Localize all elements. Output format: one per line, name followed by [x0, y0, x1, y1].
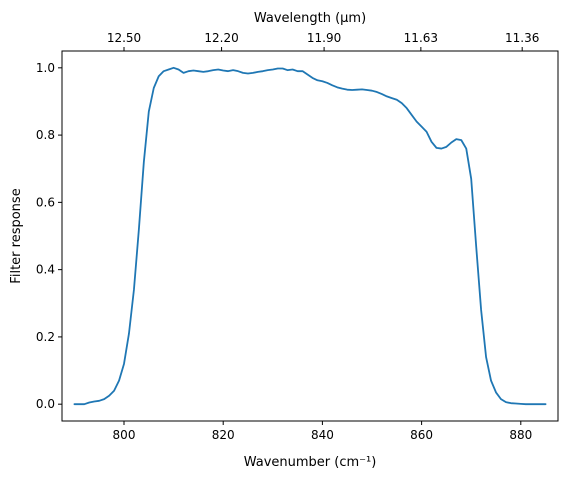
top-x-tick-label: 11.63	[404, 31, 438, 45]
top-x-tick-label: 12.20	[204, 31, 238, 45]
top-axis-label: Wavelength (μm)	[254, 11, 366, 26]
y-tick-label: 0.8	[36, 128, 55, 142]
top-x-tick-label: 11.90	[307, 31, 341, 45]
series-line-0	[73, 66, 547, 406]
x-tick-label: 880	[509, 428, 532, 442]
y-tick-label: 0.2	[36, 330, 55, 344]
y-axis-label: Filter response	[9, 188, 24, 283]
y-tick-label: 0.6	[36, 195, 55, 209]
y-tick-label: 1.0	[36, 61, 55, 75]
x-tick-label: 820	[212, 428, 235, 442]
top-x-tick-label: 12.50	[107, 31, 141, 45]
y-tick-label: 0.0	[36, 397, 55, 411]
plot-frame	[61, 50, 559, 422]
x-axis-label: Wavenumber (cm⁻¹)	[244, 455, 377, 470]
top-x-tick-label: 11.36	[505, 31, 539, 45]
y-tick-label: 0.4	[36, 263, 55, 277]
x-tick-label: 800	[113, 428, 136, 442]
x-tick-label: 860	[410, 428, 433, 442]
plot-layer	[73, 66, 547, 406]
axis-layer: 800 820 840 860 880 0.0 0.2 0.4 0.6 0.8 1.0 12.50 12…	[36, 31, 539, 442]
x-tick-label: 840	[311, 428, 334, 442]
